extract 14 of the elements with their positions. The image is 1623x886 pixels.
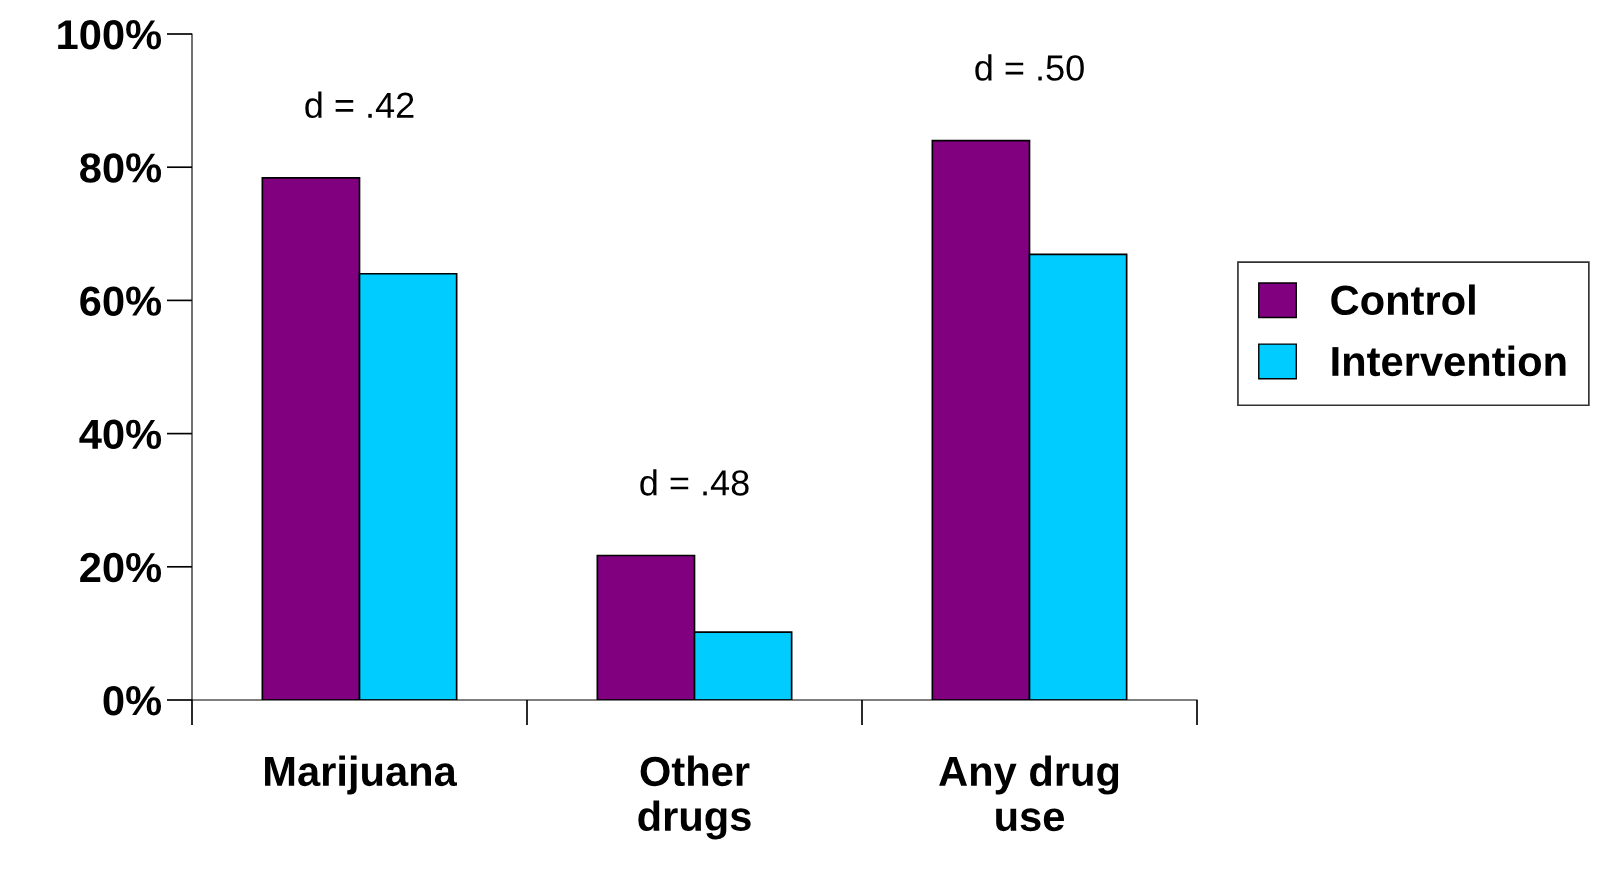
annotation: d = .42 [305, 91, 414, 119]
y-tick-label: 60% [80, 286, 162, 316]
x-tick-label: Other drugs [638, 755, 751, 840]
x-tick-label: Any drug use [939, 755, 1119, 832]
y-tick-label: 40% [79, 419, 162, 450]
annotation: d = .48 [640, 469, 749, 496]
y-tick-label: 80% [80, 153, 162, 183]
legend-label: Intervention [1332, 345, 1566, 377]
x-tick-label: Marijuana [265, 755, 458, 795]
annotation: d = .50 [975, 54, 1084, 81]
y-tick-label: 100% [58, 20, 162, 50]
y-tick-label: 20% [80, 552, 162, 583]
y-tick-label: 0% [103, 686, 162, 716]
legend-label: Control [1331, 284, 1475, 316]
